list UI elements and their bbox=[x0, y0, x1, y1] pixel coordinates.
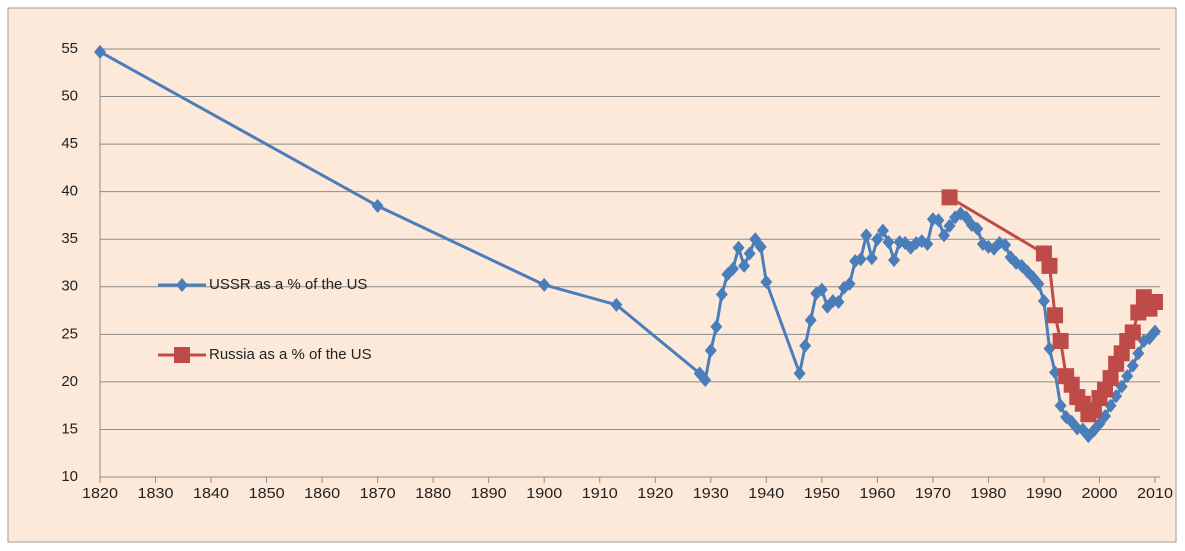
data-point bbox=[732, 240, 745, 255]
data-point bbox=[1121, 369, 1134, 384]
data-point bbox=[1043, 341, 1056, 356]
data-point bbox=[1104, 398, 1117, 413]
data-point bbox=[727, 261, 739, 276]
legend-marker bbox=[174, 347, 190, 363]
x-tick-label: 1970 bbox=[915, 485, 951, 502]
data-point bbox=[710, 319, 723, 334]
x-tick-label: 1980 bbox=[970, 485, 1006, 502]
data-point bbox=[1124, 324, 1141, 341]
x-tick-label: 1880 bbox=[415, 485, 451, 502]
data-point bbox=[876, 223, 889, 238]
data-point bbox=[1063, 376, 1080, 393]
data-point bbox=[760, 275, 773, 290]
data-point bbox=[804, 313, 817, 328]
data-point bbox=[854, 252, 867, 267]
data-point bbox=[754, 239, 767, 254]
data-point bbox=[538, 277, 551, 292]
data-point bbox=[1113, 345, 1130, 362]
y-tick-label: 35 bbox=[61, 230, 78, 247]
x-tick-label: 1830 bbox=[138, 485, 174, 502]
x-tick-label: 1900 bbox=[526, 485, 562, 502]
data-point bbox=[1132, 346, 1145, 361]
x-tick-label: 1920 bbox=[637, 485, 673, 502]
x-tick-label: 1870 bbox=[360, 485, 396, 502]
data-point bbox=[1102, 370, 1119, 387]
data-point bbox=[832, 294, 845, 309]
data-point bbox=[943, 218, 956, 233]
data-point bbox=[1149, 324, 1161, 339]
x-tick-label: 1940 bbox=[748, 485, 784, 502]
data-point bbox=[888, 253, 901, 268]
data-point bbox=[960, 210, 973, 225]
data-point bbox=[749, 232, 762, 247]
y-tick-label: 55 bbox=[61, 40, 78, 57]
data-point bbox=[971, 221, 984, 236]
y-tick-label: 15 bbox=[61, 420, 78, 437]
y-tick-label: 50 bbox=[61, 88, 78, 105]
data-point bbox=[932, 213, 945, 228]
data-point bbox=[610, 297, 623, 312]
data-point bbox=[815, 282, 828, 297]
data-point bbox=[1052, 332, 1069, 349]
y-tick-label: 45 bbox=[61, 135, 78, 152]
legend-label: Russia as a % of the US bbox=[209, 346, 372, 363]
data-point bbox=[871, 232, 884, 247]
data-point bbox=[1126, 358, 1139, 373]
data-point bbox=[1147, 293, 1163, 310]
data-point bbox=[1054, 398, 1067, 413]
data-point bbox=[938, 228, 950, 243]
data-point bbox=[860, 228, 873, 243]
data-point bbox=[843, 276, 856, 291]
y-tick-label: 10 bbox=[61, 468, 78, 485]
y-tick-label: 30 bbox=[61, 278, 78, 295]
x-tick-label: 1960 bbox=[859, 485, 895, 502]
data-point bbox=[793, 366, 806, 381]
data-point bbox=[1035, 245, 1052, 262]
legend-marker bbox=[176, 278, 188, 292]
x-tick-label: 1840 bbox=[193, 485, 229, 502]
data-point bbox=[941, 189, 958, 206]
x-tick-label: 2000 bbox=[1081, 485, 1117, 502]
chart-background bbox=[7, 7, 1177, 543]
data-point bbox=[799, 338, 812, 353]
data-point bbox=[94, 44, 106, 59]
data-point bbox=[738, 258, 751, 273]
x-tick-label: 1850 bbox=[249, 485, 285, 502]
legend-label: USSR as a % of the US bbox=[209, 276, 367, 293]
data-point bbox=[1115, 379, 1128, 394]
data-point bbox=[1041, 257, 1058, 274]
data-point bbox=[1099, 409, 1112, 424]
y-tick-label: 20 bbox=[61, 373, 78, 390]
x-tick-label: 1930 bbox=[693, 485, 729, 502]
x-tick-label: 1820 bbox=[82, 485, 118, 502]
data-point bbox=[1032, 276, 1045, 291]
x-tick-label: 1990 bbox=[1026, 485, 1062, 502]
x-tick-label: 1910 bbox=[582, 485, 618, 502]
data-point bbox=[921, 236, 934, 251]
data-point bbox=[1049, 365, 1062, 380]
data-point bbox=[715, 287, 728, 302]
x-tick-label: 2010 bbox=[1137, 485, 1173, 502]
data-point bbox=[743, 246, 756, 261]
x-tick-label: 1890 bbox=[471, 485, 507, 502]
data-point bbox=[1037, 294, 1050, 309]
data-point bbox=[999, 237, 1012, 252]
x-tick-label: 1950 bbox=[804, 485, 840, 502]
data-point bbox=[1085, 402, 1102, 419]
data-point bbox=[1093, 416, 1106, 431]
data-point bbox=[699, 372, 712, 387]
y-tick-label: 40 bbox=[61, 183, 78, 200]
x-tick-label: 1860 bbox=[304, 485, 340, 502]
data-point bbox=[704, 343, 717, 358]
y-tick-label: 25 bbox=[61, 325, 78, 342]
data-point bbox=[1110, 389, 1123, 404]
data-point bbox=[1047, 307, 1064, 324]
data-point bbox=[882, 235, 895, 250]
data-point bbox=[865, 251, 878, 266]
data-point bbox=[371, 198, 384, 213]
